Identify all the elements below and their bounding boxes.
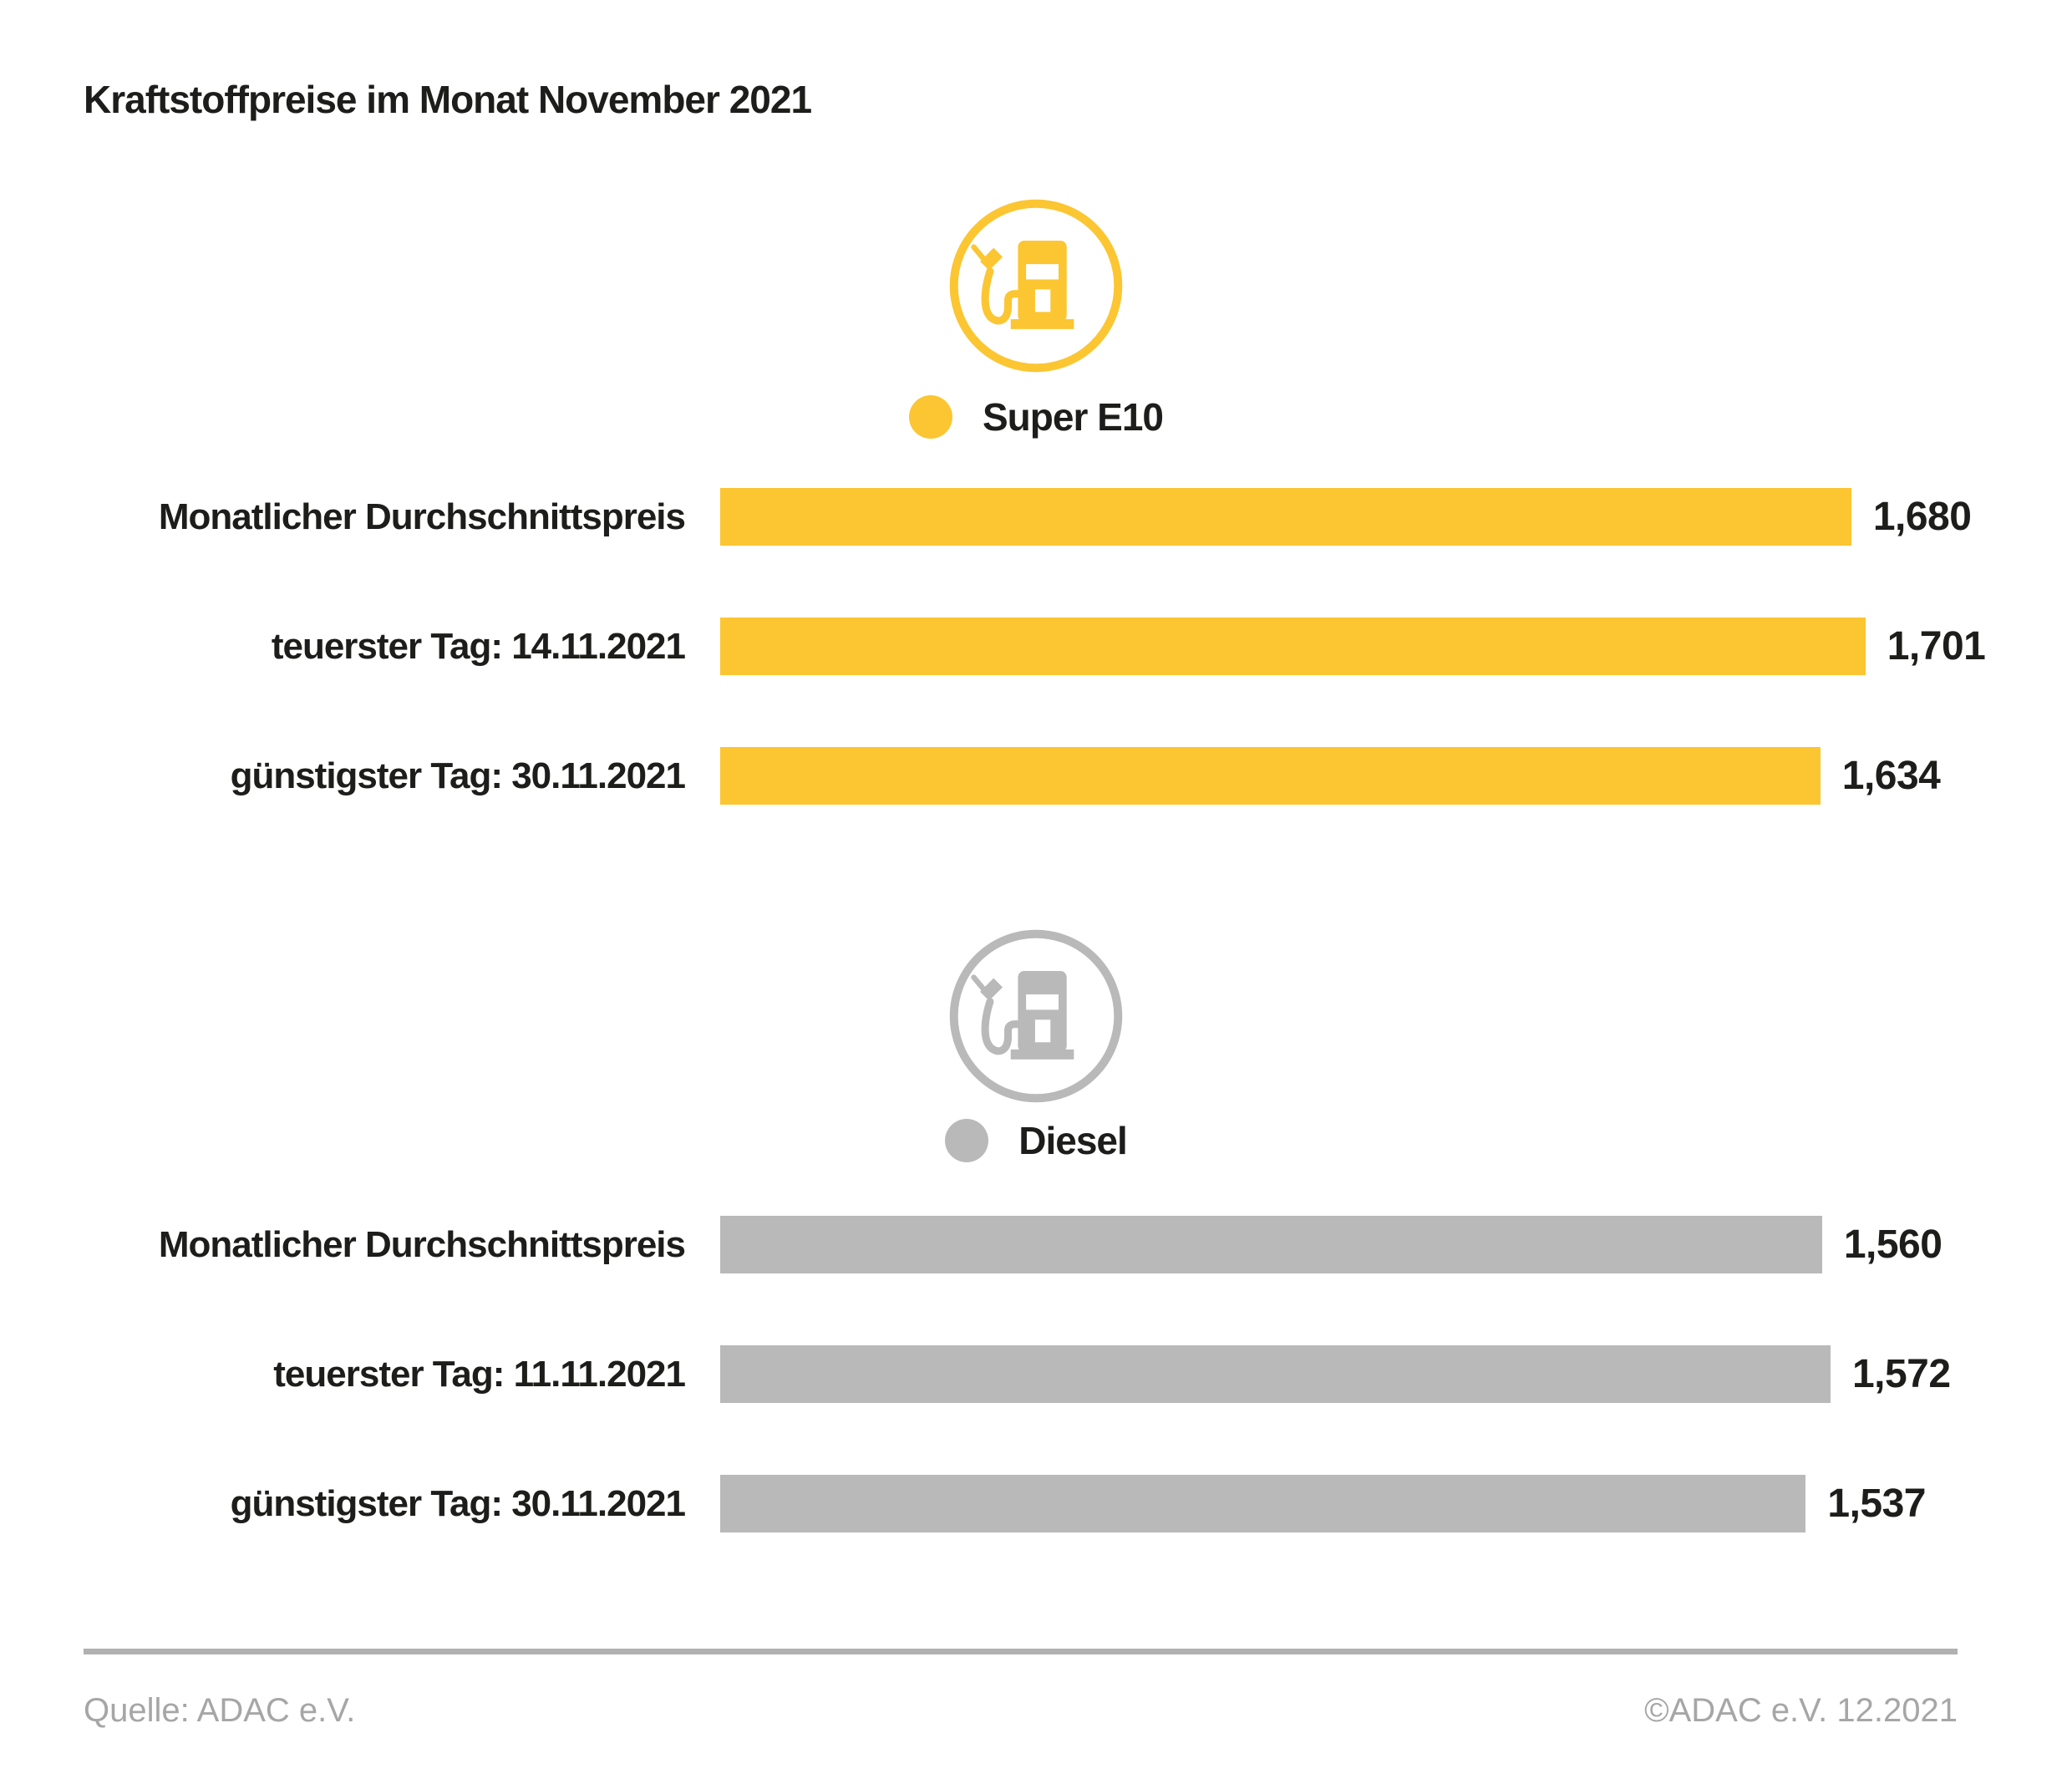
bar-row-cheapest-day: günstigster Tag: 30.11.2021 1,537 [0, 1475, 2072, 1532]
fuel-pump-icon [949, 929, 1123, 1103]
bar-label: günstigster Tag: 30.11.2021 [230, 1482, 686, 1524]
bar-value: 1,701 [1887, 624, 1986, 668]
super-e10-section: Super E10 Monatlicher Durchschnittspreis… [0, 196, 2072, 805]
bar-value: 1,537 [1827, 1482, 1926, 1526]
diesel-section: Diesel Monatlicher Durchschnittspreis 1,… [0, 926, 2072, 1532]
bar-label: teuerster Tag: 14.11.2021 [271, 625, 686, 667]
bar-label: Monatlicher Durchschnittspreis [158, 1223, 686, 1265]
price-bar [720, 747, 1821, 805]
page-title: Kraftstoffpreise im Monat November 2021 [84, 78, 812, 121]
bar-track: 1,572 [720, 1345, 1951, 1403]
bar-row-most-expensive-day: teuerster Tag: 14.11.2021 1,701 [0, 618, 2072, 675]
bar-track: 1,560 [720, 1216, 1942, 1273]
legend-dot [909, 395, 952, 439]
bar-row-most-expensive-day: teuerster Tag: 11.11.2021 1,572 [0, 1345, 2072, 1403]
source-text: Quelle: ADAC e.V. [84, 1692, 356, 1729]
legend-label: Diesel [1018, 1119, 1128, 1162]
diesel-bars: Monatlicher Durchschnittspreis 1,560 teu… [0, 1216, 2072, 1532]
price-bar [720, 1216, 1822, 1273]
price-bar [720, 488, 1851, 546]
bar-row-monthly-average: Monatlicher Durchschnittspreis 1,560 [0, 1216, 2072, 1273]
bar-track: 1,634 [720, 747, 1941, 805]
legend-dot [945, 1119, 989, 1162]
price-bar [720, 1345, 1831, 1403]
copyright-text: ©ADAC e.V. 12.2021 [1644, 1692, 1958, 1729]
price-bar [720, 1475, 1806, 1532]
bar-track: 1,701 [720, 618, 1986, 675]
bar-label: teuerster Tag: 11.11.2021 [273, 1353, 686, 1395]
bar-track: 1,537 [720, 1475, 1926, 1532]
bar-row-cheapest-day: günstigster Tag: 30.11.2021 1,634 [0, 747, 2072, 805]
super-e10-legend: Super E10 [0, 394, 2072, 440]
legend-label: Super E10 [983, 395, 1164, 439]
bar-track: 1,680 [720, 488, 1972, 546]
bar-value: 1,634 [1841, 754, 1941, 798]
diesel-legend: Diesel [0, 1118, 2072, 1163]
bar-value: 1,680 [1872, 495, 1972, 539]
bar-value: 1,560 [1843, 1222, 1942, 1267]
super-e10-bars: Monatlicher Durchschnittspreis 1,680 teu… [0, 488, 2072, 805]
fuel-pump-icon [949, 199, 1123, 373]
diesel-icon-wrap [0, 926, 2072, 1106]
bar-label: günstigster Tag: 30.11.2021 [230, 755, 686, 796]
footer-divider [84, 1649, 1958, 1654]
footer: Quelle: ADAC e.V. ©ADAC e.V. 12.2021 [84, 1649, 1958, 1730]
bar-value: 1,572 [1851, 1352, 1951, 1396]
bar-row-monthly-average: Monatlicher Durchschnittspreis 1,680 [0, 488, 2072, 546]
super-e10-icon-wrap [0, 196, 2072, 376]
price-bar [720, 618, 1866, 675]
bar-label: Monatlicher Durchschnittspreis [158, 496, 686, 537]
